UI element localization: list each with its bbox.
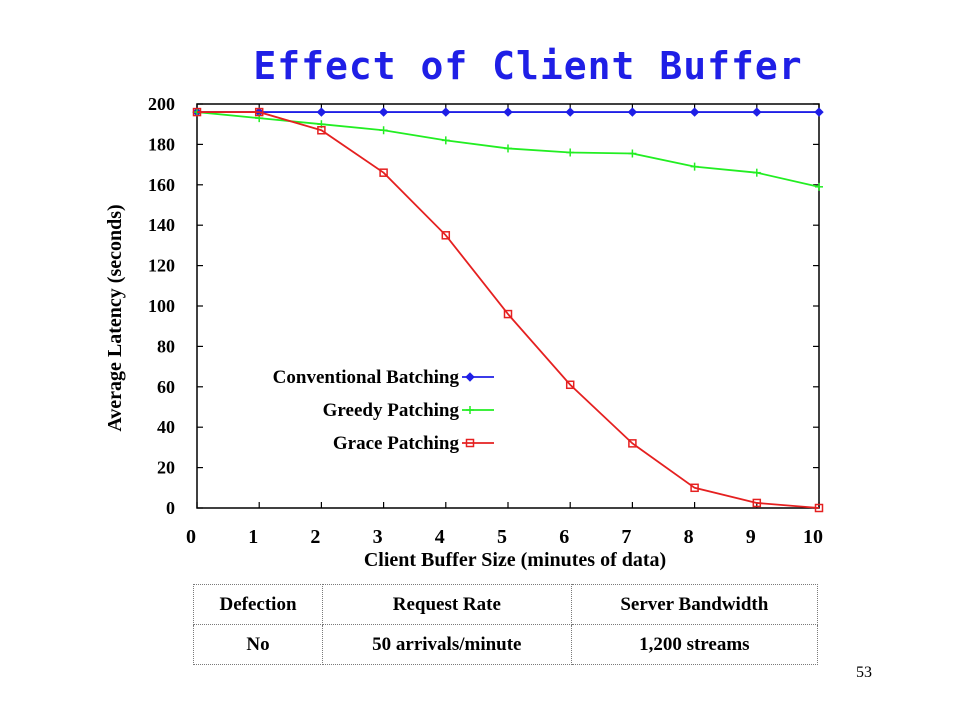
- header-server-bandwidth: Server Bandwidth: [570, 584, 819, 625]
- data-point-conventional-batching: [627, 107, 638, 117]
- legend-marker-greedy-patching: [466, 406, 474, 414]
- data-point-grace-patching: [752, 498, 762, 508]
- x-tick-label: 9: [746, 526, 756, 548]
- legend-label-conventional-batching: Conventional Batching: [273, 367, 460, 388]
- data-point-conventional-batching: [689, 107, 700, 117]
- y-tick-label: 80: [157, 336, 175, 356]
- y-tick-label: 0: [166, 498, 175, 518]
- chart-series: [192, 107, 824, 513]
- data-point-grace-patching: [628, 439, 637, 448]
- chart-axes: 0 20 40 60 80 100 120 140 160 180 200 0 1 2 3 4 5 6 7 8 9 10: [148, 94, 823, 548]
- header-request-rate: Request Rate: [322, 584, 572, 625]
- x-tick-label: 0: [186, 526, 196, 548]
- series-conventional-batching: [192, 107, 824, 117]
- x-tick-label: 1: [248, 526, 258, 548]
- x-tick-label: 8: [684, 526, 694, 548]
- data-point-grace-patching: [192, 107, 202, 117]
- data-point-conventional-batching: [441, 107, 451, 117]
- cell-request-rate: 50 arrivals/minute: [322, 624, 572, 665]
- chart-legend: Conventional Batching Greedy Patching Grac…: [273, 367, 494, 454]
- x-axis-label: Client Buffer Size (minutes of data): [364, 549, 666, 571]
- x-tick-label: 4: [435, 526, 445, 548]
- data-point-grace-patching: [441, 231, 451, 240]
- data-point-greedy-patching: [566, 148, 575, 157]
- legend-label-grace-patching: Grace Patching: [333, 433, 460, 454]
- data-point-grace-patching: [379, 168, 388, 177]
- x-tick-label: 7: [621, 526, 631, 548]
- slide-number: 53: [856, 664, 872, 681]
- cell-defection: No: [192, 624, 324, 665]
- table-header-row: Defection Request Rate Server Bandwidth: [192, 584, 819, 625]
- chart-title: Effect of Client Buffer: [253, 44, 803, 88]
- parameters-table: Defection Request Rate Server Bandwidth …: [192, 584, 819, 665]
- y-tick-label: 60: [157, 377, 175, 397]
- data-point-conventional-batching: [316, 107, 327, 117]
- cell-server-bandwidth: 1,200 streams: [570, 624, 819, 665]
- y-tick-label: 100: [148, 296, 175, 316]
- y-tick-label: 40: [157, 417, 175, 437]
- legend-label-greedy-patching: Greedy Patching: [323, 400, 460, 421]
- y-tick-label: 140: [148, 215, 175, 235]
- x-tick-label: 3: [373, 526, 383, 548]
- data-point-greedy-patching: [815, 182, 823, 191]
- header-defection: Defection: [192, 584, 324, 625]
- x-tick-label: 5: [497, 526, 507, 548]
- legend-marker-conventional-batching: [465, 372, 475, 382]
- data-point-grace-patching: [565, 380, 575, 390]
- data-point-grace-patching: [317, 126, 326, 135]
- data-point-greedy-patching: [379, 126, 388, 135]
- data-point-conventional-batching: [565, 107, 575, 117]
- data-point-greedy-patching: [628, 149, 637, 158]
- data-point-conventional-batching: [378, 107, 389, 117]
- data-point-grace-patching: [690, 483, 699, 493]
- legend-marker-grace-patching: [465, 438, 475, 448]
- data-point-conventional-batching: [814, 107, 824, 117]
- data-point-grace-patching: [814, 503, 824, 513]
- x-tick-label: 6: [559, 526, 569, 548]
- series-line-grace-patching: [197, 111, 820, 509]
- y-tick-label: 200: [148, 94, 175, 114]
- x-tick-label: 2: [310, 526, 320, 548]
- data-point-conventional-batching: [503, 107, 513, 117]
- data-point-greedy-patching: [690, 162, 699, 171]
- series-grace-patching: [192, 107, 824, 513]
- x-tick-label: 10: [803, 526, 823, 548]
- y-tick-label: 160: [148, 175, 175, 195]
- data-point-grace-patching: [254, 107, 264, 117]
- data-point-grace-patching: [503, 309, 513, 319]
- data-point-greedy-patching: [504, 144, 512, 153]
- y-tick-label: 180: [148, 134, 175, 154]
- table-row: No 50 arrivals/minute 1,200 streams: [192, 624, 819, 665]
- data-point-conventional-batching: [752, 107, 762, 117]
- y-axis-label: Average Latency (seconds): [104, 204, 126, 431]
- y-tick-label: 120: [148, 256, 175, 276]
- data-point-greedy-patching: [441, 136, 450, 145]
- y-tick-label: 20: [157, 458, 175, 478]
- plot-frame: [196, 103, 820, 509]
- data-point-greedy-patching: [752, 168, 761, 177]
